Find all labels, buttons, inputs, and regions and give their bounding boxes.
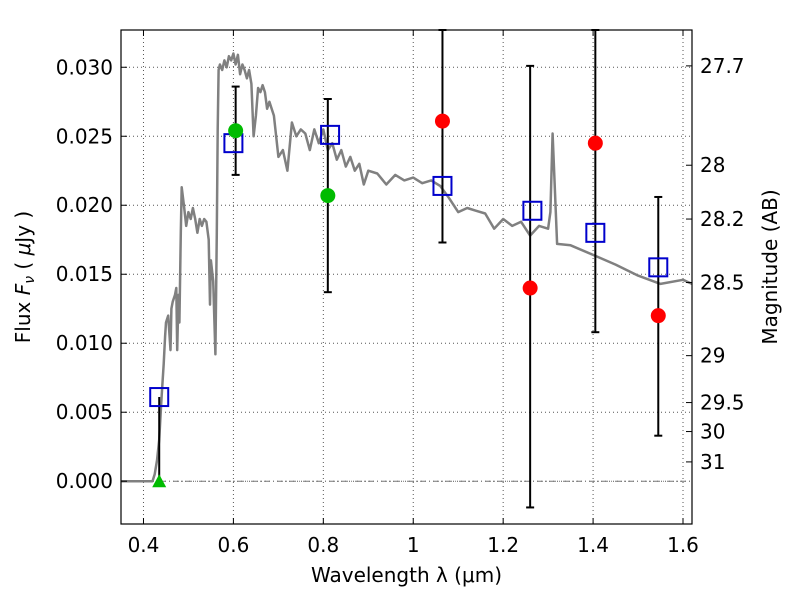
right-tick-label: 30 (700, 420, 725, 444)
y-tick-label: 0.025 (56, 124, 113, 148)
upper-limit-marker (434, 113, 450, 129)
x-tick-label: 1 (407, 533, 420, 557)
right-tick-label: 28 (700, 153, 725, 177)
model-spectrum-line (121, 52, 693, 483)
triangle-marker (152, 474, 167, 488)
y-tick-label: 0.020 (56, 193, 113, 217)
error-bars (158, 29, 663, 509)
detection-marker (228, 123, 244, 139)
x-tick-label: 1.6 (667, 533, 699, 557)
model-square-marker (432, 175, 453, 196)
y-tick-label: 0.000 (56, 469, 113, 493)
x-tick-label: 0.8 (307, 533, 339, 557)
model-square-marker (320, 124, 341, 145)
data-markers (149, 113, 669, 488)
y-axis-ticks: 0.000 0.005 0.010 0.015 0.020 0.025 0.030 (56, 55, 127, 493)
x-tick-label: 0.4 (128, 533, 160, 557)
detection-marker (320, 188, 336, 204)
y-axis-label-post: Jy ) (11, 211, 35, 245)
right-tick-label: 29 (700, 344, 725, 368)
right-axis-label: Magnitude (AB) (758, 189, 782, 344)
model-square-marker (522, 200, 543, 221)
right-tick-label: 29.5 (700, 391, 745, 415)
grid-lines (121, 30, 692, 524)
x-tick-label: 0.6 (217, 533, 249, 557)
y-axis-label-greek: μ (11, 243, 35, 257)
x-tick-label: 1.4 (577, 533, 609, 557)
x-tick-label: 1.2 (487, 533, 519, 557)
y-axis-label-pre: Flux (11, 295, 35, 343)
y-tick-label: 0.010 (56, 331, 113, 355)
right-tick-label: 27.7 (700, 54, 745, 78)
y-tick-label: 0.015 (56, 262, 113, 286)
x-axis-label: Wavelength λ (μm) (311, 563, 502, 587)
upper-limit-marker (587, 135, 603, 151)
model-square-marker (648, 257, 669, 278)
model-square-marker (149, 387, 170, 408)
y-tick-label: 0.005 (56, 400, 113, 424)
model-square-marker (585, 222, 606, 243)
y-tick-label: 0.030 (56, 55, 113, 79)
y-axis-label: Flux Fν ( μJy ) (11, 211, 38, 343)
right-tick-label: 28.2 (700, 207, 745, 231)
plot-frame (120, 29, 693, 525)
right-tick-label: 28.5 (700, 271, 745, 295)
y-axis-label-mid: ( (11, 255, 35, 276)
right-tick-label: 31 (700, 450, 725, 474)
upper-limit-marker (650, 308, 666, 324)
y-axis-label-symbol: F (11, 283, 35, 295)
right-axis-ticks: 27.7 28 28.2 28.5 29 29.5 30 31 (686, 54, 745, 474)
upper-limit-marker (522, 280, 538, 296)
x-axis-ticks: 0.4 0.6 0.8 1 1.2 1.4 1.6 (128, 30, 699, 557)
y-axis-label-subscript: ν (22, 276, 38, 284)
